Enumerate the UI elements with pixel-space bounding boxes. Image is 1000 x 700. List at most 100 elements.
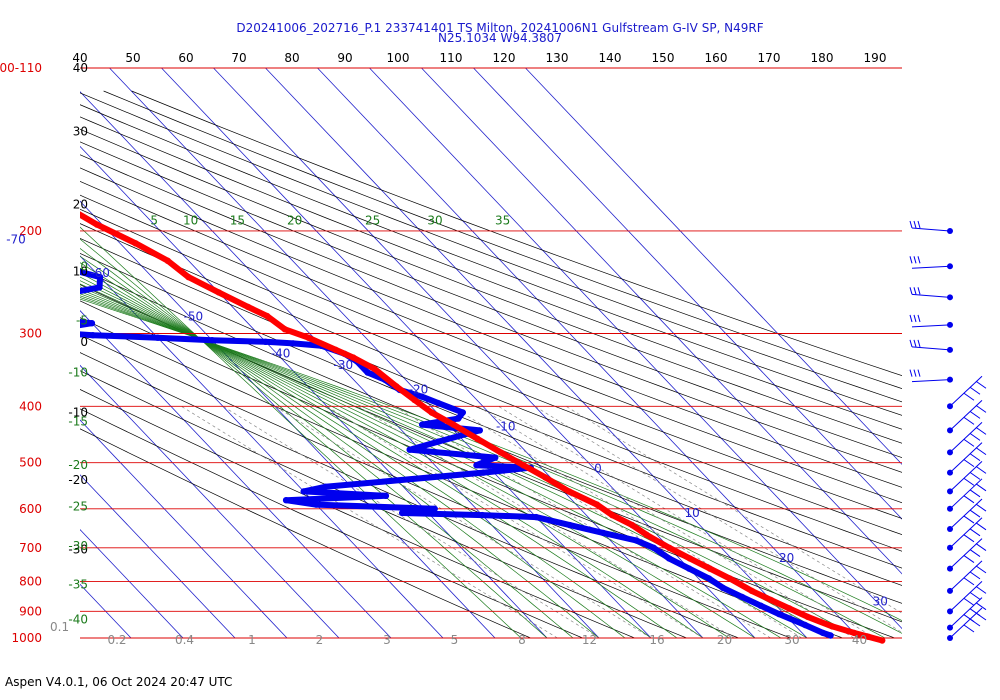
wind-barb-flag	[917, 369, 921, 377]
wind-barb-flag	[975, 465, 987, 474]
temperature-point	[686, 555, 693, 562]
wind-barb-flag	[975, 522, 987, 531]
dry-adiabat-line	[80, 253, 902, 586]
wind-barb-flag	[913, 369, 917, 377]
wind-barb-flag	[969, 549, 981, 558]
dewpoint-point	[88, 320, 96, 327]
wind-barb-staff	[949, 375, 983, 407]
temperature-point	[767, 596, 774, 604]
dry-adiabat-line	[80, 268, 902, 604]
dry-adiabat-line	[131, 90, 902, 377]
left-scale-label: 0	[80, 259, 88, 273]
mixing-ratio-label: 30	[784, 633, 799, 647]
wind-barb-flag	[969, 453, 981, 462]
left-scale-label: -30	[68, 539, 88, 553]
theta-tick-label: 170	[758, 51, 781, 65]
mixing-ratio-line	[326, 405, 704, 639]
dewpoint-point	[492, 454, 499, 461]
pressure-tick-label: 600	[19, 502, 42, 516]
dewpoint-point	[322, 483, 329, 490]
wind-barb-flag	[913, 287, 917, 295]
wind-barb-flag	[975, 543, 987, 552]
moist-adiabat-label: 25	[365, 214, 380, 228]
wind-barb-flag	[963, 597, 975, 606]
dry-adiabat-line	[80, 167, 902, 488]
chart-title-line2: N25.1034 W94.3807	[438, 31, 562, 45]
isotherm-line	[80, 91, 600, 639]
wind-barb-flag	[917, 256, 921, 264]
temperature-point	[786, 605, 793, 612]
wind-barb-staff	[911, 379, 951, 383]
dewpoint-point	[290, 340, 297, 347]
wind-barb-flag	[969, 509, 981, 518]
wind-barb-flag	[975, 565, 987, 574]
temperature-point	[829, 623, 836, 630]
left-scale-label: 30	[73, 125, 88, 139]
left-scale-label: -10	[68, 406, 88, 420]
wind-barb-flag	[975, 612, 987, 621]
theta-tick-label: 80	[284, 51, 299, 65]
temperature-point	[609, 511, 616, 519]
left-scale-label: -15	[68, 415, 88, 429]
left-scale-label: 40	[73, 61, 88, 75]
dewpoint-point	[313, 501, 320, 508]
temperature-point	[215, 289, 222, 296]
pressure-tick-label: 700	[19, 541, 42, 555]
left-scale-label: -20	[68, 458, 88, 472]
dewpoint-point	[435, 438, 442, 445]
pressure-tick-label: 400	[19, 399, 42, 413]
temperature-point	[93, 221, 101, 228]
temperature-point	[726, 575, 733, 582]
dewpoint-point	[665, 555, 673, 562]
temperature-point	[305, 334, 312, 341]
temperature-point	[132, 240, 139, 247]
left-scale-label: 10	[73, 265, 88, 279]
dewpoint-point	[775, 610, 783, 618]
temperature-point	[706, 565, 714, 572]
wind-barb-flag	[917, 314, 921, 323]
wind-barb-flag	[969, 591, 981, 600]
dewpoint-point	[419, 421, 426, 428]
temperature-point	[244, 303, 252, 311]
moist-adiabat-line	[80, 297, 902, 634]
wind-barb-flag	[909, 220, 913, 229]
dewpoint-point	[435, 399, 442, 407]
temperature-point	[643, 531, 650, 538]
isotherm-line	[421, 67, 902, 575]
temperature-point	[371, 365, 378, 373]
wind-barb-flag	[963, 555, 975, 564]
temperature-line	[80, 211, 886, 644]
temperature-point	[185, 273, 192, 281]
isotherm-label: -20	[409, 382, 429, 396]
dewpoint-point	[431, 505, 438, 512]
dewpoint-point	[418, 393, 425, 400]
mixing-ratio-line	[394, 405, 771, 639]
moist-adiabat-line	[80, 267, 652, 639]
theta-tick-label: 190	[864, 51, 887, 65]
moist-adiabat-line	[80, 280, 730, 639]
isotherm-label: -30	[334, 358, 354, 372]
isotherm-line	[109, 67, 652, 639]
temperature-point	[629, 521, 636, 529]
isotherm-line	[80, 528, 184, 639]
dewpoint-point	[685, 565, 693, 572]
moist-adiabat-label: 10	[183, 214, 198, 228]
wind-barb-flag	[969, 489, 981, 498]
theta-tick-label: 130	[546, 51, 569, 65]
wind-barb-flag	[969, 410, 981, 419]
wind-barb-flag	[963, 459, 975, 468]
temperature-point	[264, 312, 271, 320]
dewpoint-point	[801, 621, 809, 629]
dewpoint-point	[600, 529, 607, 537]
temperature-point	[281, 326, 289, 333]
dewpoint-point	[300, 488, 307, 495]
wind-barb-flag	[975, 602, 987, 611]
theta-tick-label: 150	[652, 51, 675, 65]
wind-barb-staff	[911, 346, 951, 351]
dewpoint-point	[208, 337, 216, 344]
dewpoint-point	[56, 263, 62, 269]
theta-tick-label: 120	[493, 51, 516, 65]
wind-barb-flag	[975, 503, 987, 512]
temperature-point	[164, 257, 171, 264]
dewpoint-point	[399, 509, 406, 517]
